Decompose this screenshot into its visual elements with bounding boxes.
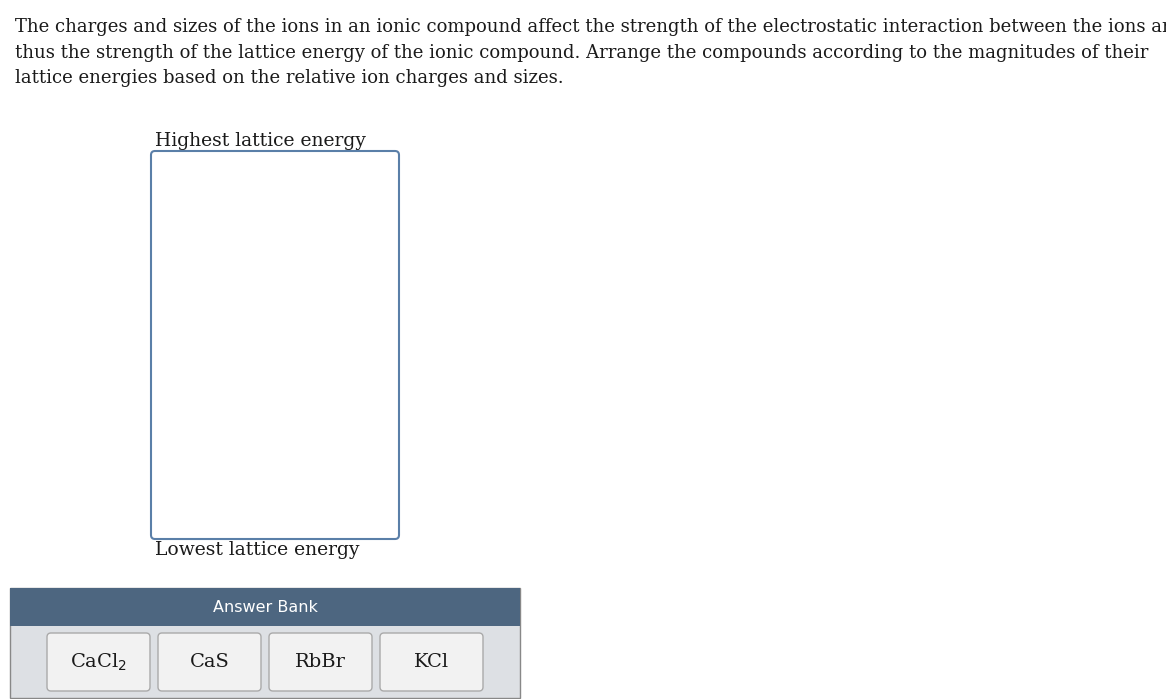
FancyBboxPatch shape — [380, 633, 483, 691]
FancyBboxPatch shape — [10, 588, 520, 626]
Text: Lowest lattice energy: Lowest lattice energy — [155, 541, 359, 559]
FancyBboxPatch shape — [159, 633, 261, 691]
Text: The charges and sizes of the ions in an ionic compound affect the strength of th: The charges and sizes of the ions in an … — [15, 18, 1166, 87]
Text: Answer Bank: Answer Bank — [212, 600, 317, 614]
FancyBboxPatch shape — [10, 588, 520, 698]
Text: CaS: CaS — [190, 653, 230, 671]
Text: CaCl$_2$: CaCl$_2$ — [70, 651, 127, 672]
FancyBboxPatch shape — [269, 633, 372, 691]
Text: KCl: KCl — [414, 653, 449, 671]
Text: Highest lattice energy: Highest lattice energy — [155, 132, 366, 150]
FancyBboxPatch shape — [152, 151, 399, 539]
Text: RbBr: RbBr — [295, 653, 346, 671]
FancyBboxPatch shape — [47, 633, 150, 691]
